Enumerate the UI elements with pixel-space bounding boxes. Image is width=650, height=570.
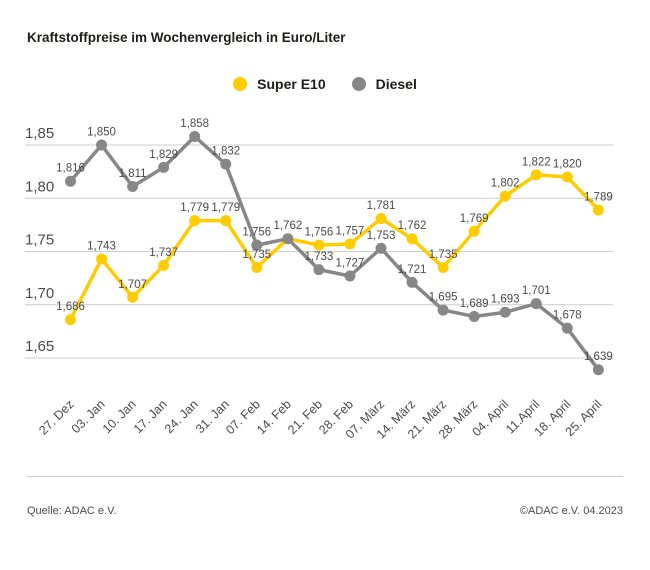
svg-text:27. Dez: 27. Dez — [36, 397, 76, 437]
source-text: Quelle: ADAC e.V. — [27, 505, 117, 517]
fuel-price-line-chart: 1,85 1,80 1,75 1,70 1,65 1,686 1,743 1,707 1,737… — [25, 118, 613, 442]
svg-text:1,802: 1,802 — [491, 178, 520, 190]
svg-text:1,721: 1,721 — [398, 264, 427, 276]
svg-text:1,737: 1,737 — [149, 247, 178, 259]
svg-text:03. Jan: 03. Jan — [69, 397, 108, 436]
svg-text:1,811: 1,811 — [119, 168, 147, 180]
svg-text:1,735: 1,735 — [242, 249, 271, 261]
svg-text:1,735: 1,735 — [429, 249, 458, 261]
svg-text:1,756: 1,756 — [305, 227, 334, 239]
chart-title: Kraftstoffpreise im Wochenvergleich in E… — [27, 30, 346, 45]
super-e10-dot-icon — [233, 77, 248, 91]
svg-text:1,753: 1,753 — [367, 230, 396, 242]
footer-divider — [27, 476, 623, 477]
svg-text:10. Jan: 10. Jan — [100, 397, 139, 436]
legend-label-diesel: Diesel — [375, 76, 417, 92]
svg-text:1,850: 1,850 — [87, 127, 116, 139]
svg-text:24. Jan: 24. Jan — [162, 397, 201, 436]
diesel-dot-icon — [351, 77, 366, 91]
svg-text:1,816: 1,816 — [56, 163, 85, 175]
svg-text:1,858: 1,858 — [180, 118, 209, 130]
svg-text:1,781: 1,781 — [367, 200, 396, 212]
svg-text:1,85: 1,85 — [25, 125, 54, 142]
legend-label-super-e10: Super E10 — [257, 76, 326, 92]
svg-text:1,65: 1,65 — [25, 338, 54, 355]
chart-legend: Super E10 Diesel — [0, 76, 650, 92]
svg-text:1,689: 1,689 — [460, 298, 489, 310]
svg-text:1,80: 1,80 — [25, 178, 54, 195]
svg-text:1,693: 1,693 — [491, 294, 520, 306]
chart-footer: Quelle: ADAC e.V. ©ADAC e.V. 04.2023 — [27, 505, 623, 517]
svg-text:1,701: 1,701 — [522, 285, 551, 297]
svg-text:1,678: 1,678 — [553, 310, 582, 322]
svg-text:1,832: 1,832 — [211, 146, 240, 158]
svg-text:17. Jan: 17. Jan — [131, 397, 170, 436]
svg-text:1,769: 1,769 — [460, 213, 489, 225]
svg-text:1,707: 1,707 — [118, 279, 147, 291]
svg-text:1,820: 1,820 — [553, 158, 582, 170]
svg-text:1,762: 1,762 — [398, 220, 427, 232]
legend-item-super-e10: Super E10 — [233, 76, 326, 92]
svg-text:1,727: 1,727 — [336, 257, 365, 269]
svg-text:1,639: 1,639 — [584, 351, 613, 363]
svg-text:1,829: 1,829 — [149, 149, 178, 161]
svg-text:1,757: 1,757 — [336, 226, 365, 238]
svg-text:1,779: 1,779 — [180, 202, 209, 214]
svg-text:1,762: 1,762 — [273, 220, 302, 232]
legend-item-diesel: Diesel — [351, 76, 417, 92]
svg-text:1,695: 1,695 — [429, 292, 458, 304]
svg-text:1,789: 1,789 — [584, 191, 613, 203]
svg-text:1,756: 1,756 — [242, 227, 271, 239]
copyright-text: ©ADAC e.V. 04.2023 — [519, 505, 623, 517]
svg-text:1,75: 1,75 — [25, 232, 54, 249]
svg-text:1,822: 1,822 — [522, 156, 551, 168]
svg-text:1,733: 1,733 — [305, 251, 334, 263]
svg-text:1,779: 1,779 — [211, 202, 240, 214]
svg-text:1,743: 1,743 — [87, 240, 116, 252]
svg-text:1,70: 1,70 — [25, 285, 54, 302]
svg-text:1,686: 1,686 — [56, 301, 85, 313]
